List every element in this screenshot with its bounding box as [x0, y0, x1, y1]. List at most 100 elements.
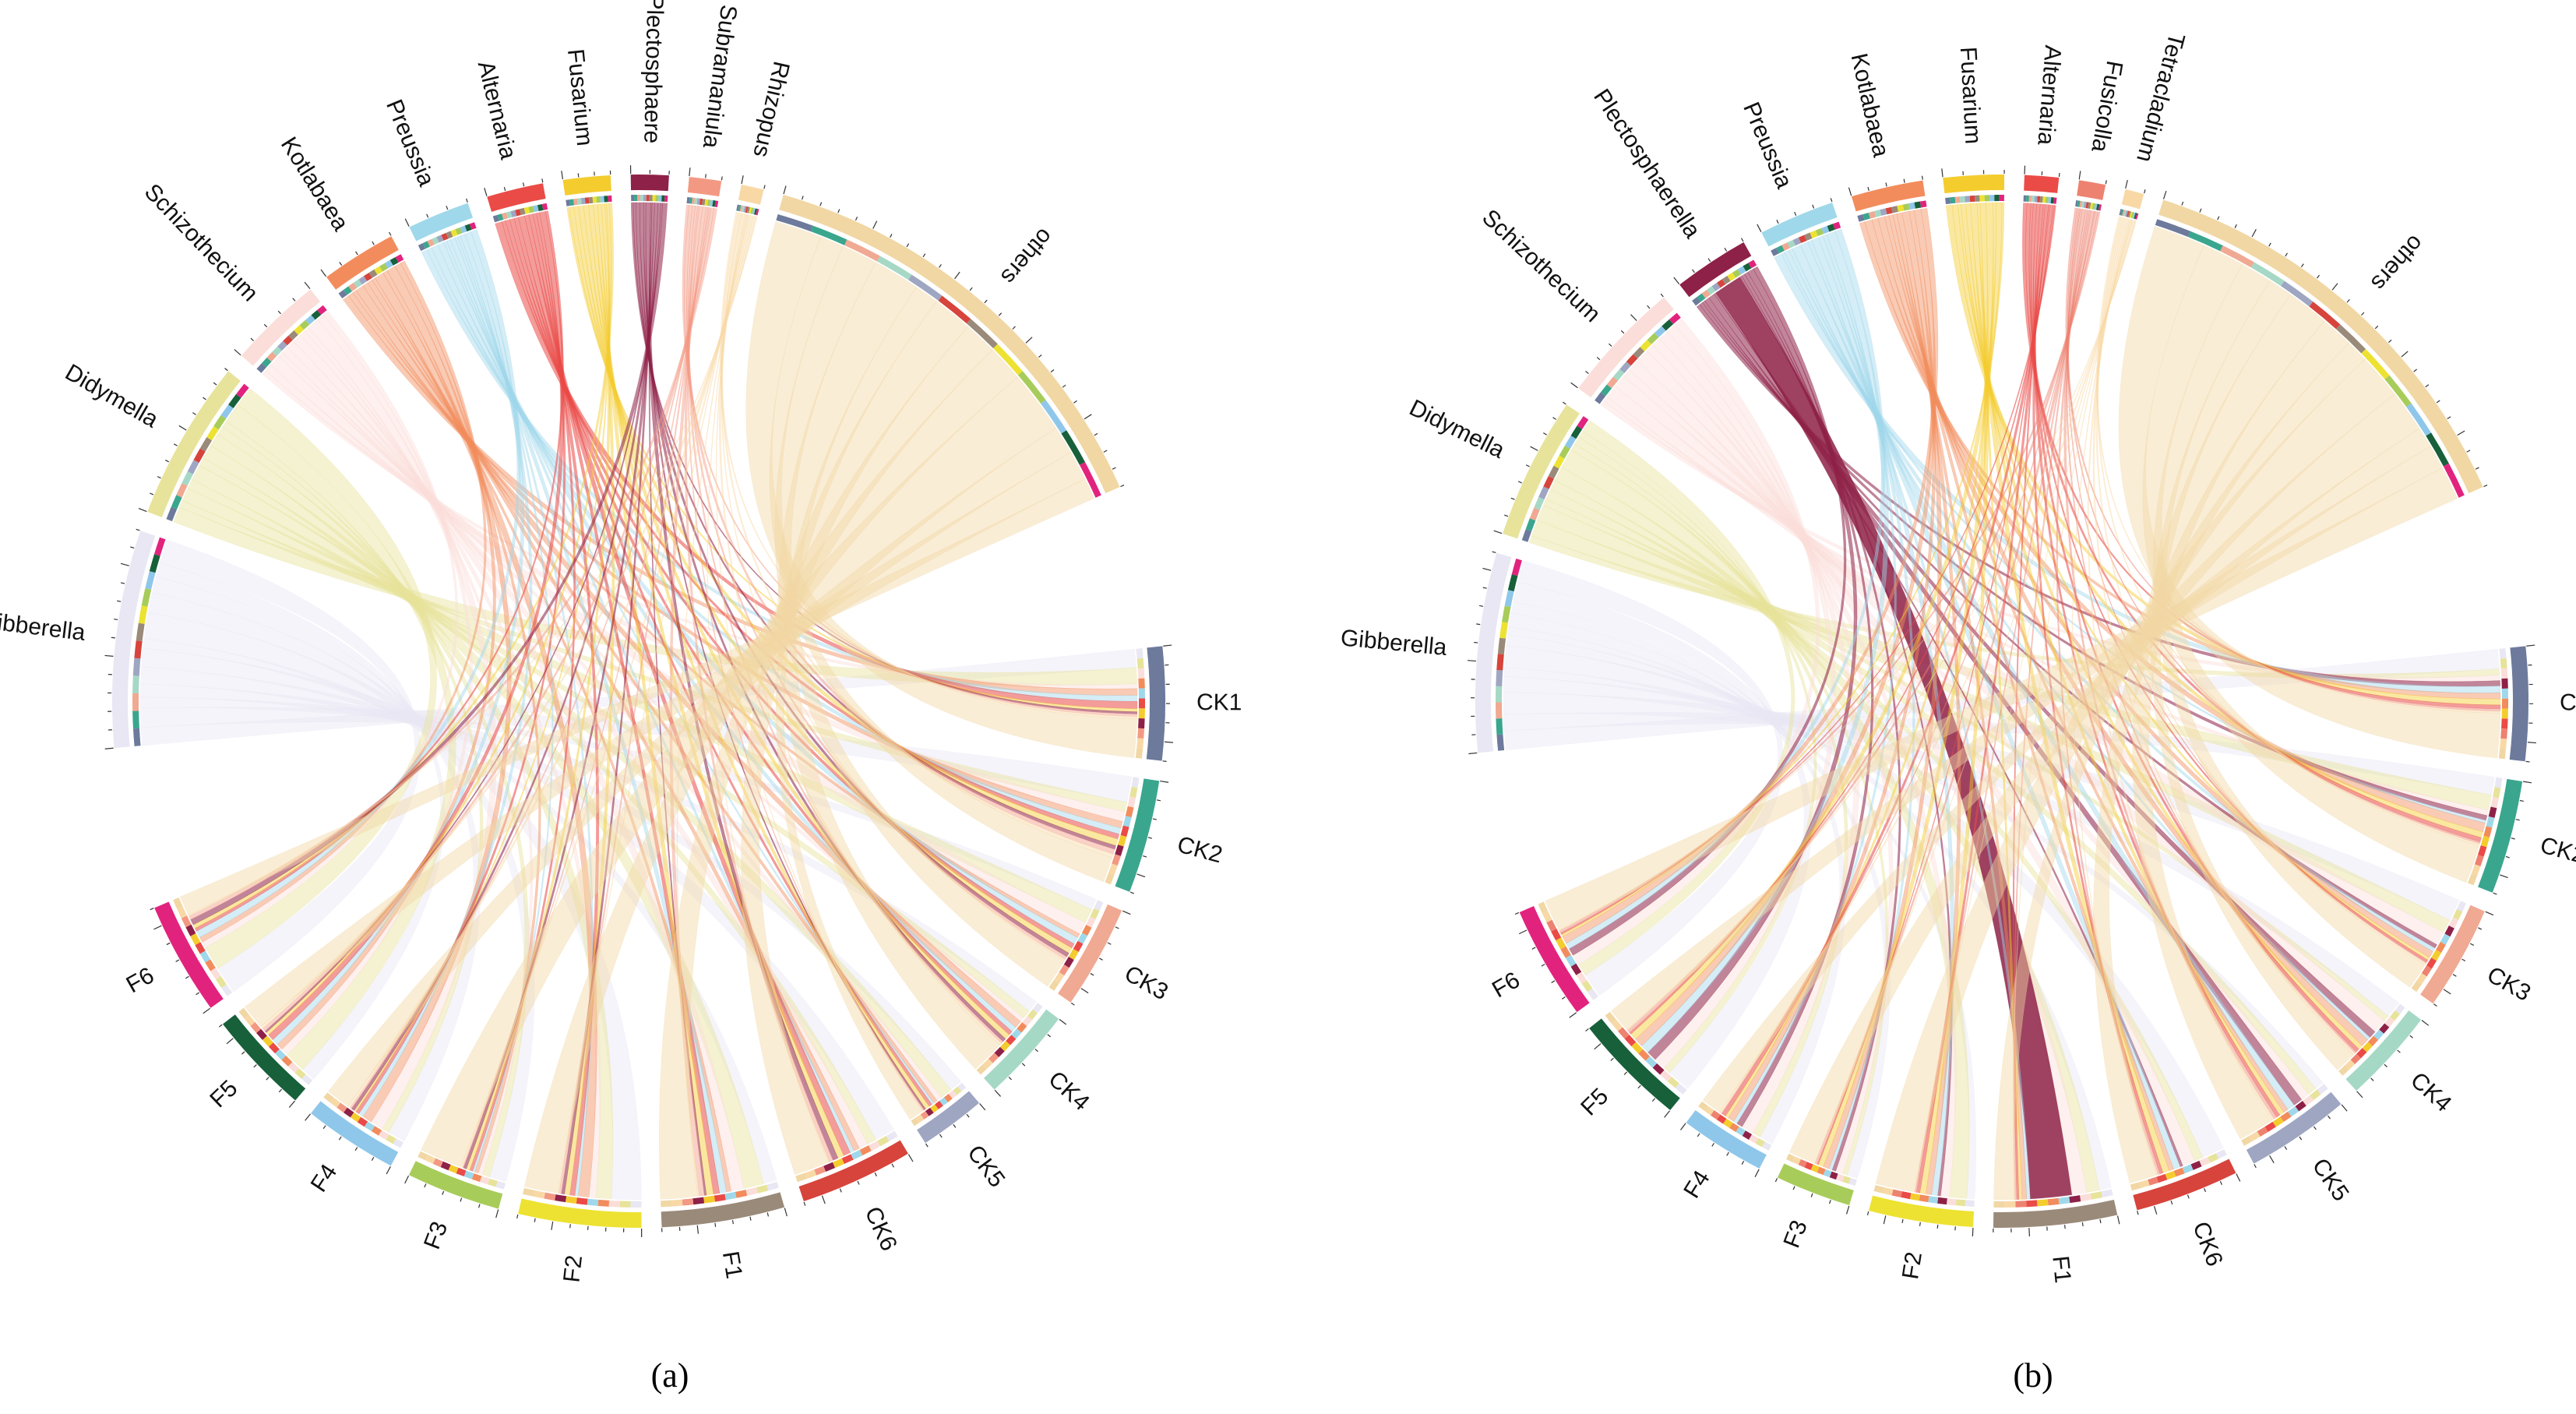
composition-bit-didymella-ck6	[1543, 475, 1554, 489]
ticks-f1	[661, 1208, 788, 1234]
composition-bit-didymella-ck5	[1538, 486, 1549, 500]
ribbon-schizothecium-f3	[1652, 338, 1894, 1174]
tick-mark	[1517, 481, 1522, 484]
tick-mark	[153, 925, 162, 930]
composition-bit-ck6-schizothecium	[2199, 1157, 2211, 1167]
composition-bit-kotlabaea-ck4	[1874, 210, 1882, 217]
arc-fusarium	[562, 175, 611, 196]
composition-bit-gibberella-ck6	[1496, 654, 1504, 671]
ribbon-gibberella-f2	[1507, 626, 1977, 1200]
composition-bit-f2-preussia	[1928, 1196, 1939, 1204]
composition-bit-schizothecium-ck1	[1595, 392, 1606, 404]
ribbon-kotlabaea-ck6	[367, 279, 860, 1151]
tick-mark	[157, 476, 161, 479]
ribbon-preussia-ck1	[1774, 253, 2501, 693]
ribbon-rhizopus-ck6	[707, 213, 830, 1163]
ticks-ck3	[1070, 910, 1131, 1006]
tick-mark	[1620, 330, 1625, 334]
composition-bit-f3-kotlabaea	[471, 1173, 482, 1183]
tick-mark	[1754, 1169, 1760, 1177]
composition-bit-ck2-gibberella	[1131, 777, 1140, 788]
tick-mark	[1585, 370, 1589, 375]
composition-bit-fusarium-f2	[1979, 195, 1985, 202]
composition-bit-ck2-others	[1105, 873, 1115, 885]
tick-mark	[1594, 1043, 1602, 1050]
tick-mark	[749, 1216, 752, 1221]
composition-bit-tetracladium-f2	[2129, 211, 2133, 218]
composition-bit-f4-others	[323, 1092, 334, 1103]
ribbon-fusicolla-ck6	[2056, 209, 2161, 1176]
composition-bit-f3-plectosphaerella	[1829, 1171, 1838, 1180]
ribbon-preussia-f6	[1566, 228, 1885, 950]
composition-bit-f6-didymella	[216, 975, 227, 989]
composition-bit-ck6-tetracladium	[2139, 1180, 2150, 1189]
composition-bit-f3-gibberella	[495, 1180, 506, 1190]
tick-mark	[994, 1089, 1002, 1097]
arc-plectosphaerella	[1679, 242, 1752, 298]
tick-mark	[2199, 208, 2202, 213]
tick-mark	[714, 1222, 717, 1227]
composition-bit-didymella-ck4	[181, 471, 193, 486]
tick-mark	[1112, 467, 1116, 470]
ribbon-kotlabaea-f6	[199, 260, 487, 943]
ticks-ck4	[994, 1018, 1067, 1097]
ribbon-didymella-f4	[222, 421, 484, 1134]
tick-mark	[1596, 357, 1601, 361]
arc-f6	[154, 901, 224, 1008]
composition-bit-f1-kotlabaea	[735, 1190, 748, 1198]
tick-mark	[2116, 1215, 2120, 1225]
ribbon-alternaria-ck1	[495, 221, 1138, 710]
composition-bit-fusarium-f5	[1994, 195, 2000, 202]
tick-mark	[104, 747, 114, 749]
ribbon-alternaria-f1	[523, 214, 721, 1195]
arc-f4	[1686, 1109, 1767, 1169]
ribbon-fusarium-f3	[466, 203, 611, 1171]
label-f2: F2	[559, 1254, 587, 1284]
composition-bit-plectosphaerella-ck6	[646, 195, 650, 202]
ribbon-tetracladium-f3	[1813, 219, 2134, 1164]
composition-bit-kotlabaea-f4	[384, 259, 393, 269]
composition-bit-others-ck1	[776, 214, 813, 232]
tick-mark	[484, 187, 488, 196]
ribbon-subramaniula-ck6	[684, 206, 833, 1162]
ribbon-alternaria-ck5	[513, 217, 932, 1107]
composition-bit-alternaria-ck4	[506, 211, 513, 219]
composition-bit-f5-others	[238, 1007, 250, 1019]
composition-bit-ck2-subramaniula	[1112, 854, 1121, 866]
ribbon-preussia-ck5	[1792, 245, 2295, 1110]
tick-mark	[1012, 326, 1016, 330]
composition-bit-ck3-didymella	[1090, 908, 1100, 919]
tick-mark	[1543, 432, 1547, 435]
composition-bit-subramaniula-f3	[707, 199, 711, 206]
tick-mark	[2457, 430, 2465, 436]
ticks-rhizopus	[741, 175, 766, 189]
composition-bit-plectosphaerella-ck2	[1697, 293, 1706, 302]
composition-bit-f3-subramaniula	[432, 1158, 443, 1168]
composition-bit-f4-tetracladium	[1704, 1105, 1714, 1116]
composition-bit-kotlabaea-f6	[395, 254, 404, 263]
composition-bit-others-f4	[1040, 400, 1067, 434]
composition-bit-ck5-subramaniula	[920, 1111, 929, 1120]
label-ck1: CK1	[1196, 689, 1242, 715]
composition-bit-f2-didymella	[619, 1201, 631, 1208]
ribbon-fusarium-f4	[1725, 202, 1996, 1119]
composition-bit-preussia-f5	[1827, 224, 1835, 232]
tick-mark	[766, 1212, 770, 1217]
composition-bit-ck5-fusarium	[2272, 1116, 2284, 1127]
label-ck2: CK2	[2538, 832, 2576, 869]
ribbon-plectosphaerella-ck6	[645, 202, 839, 1161]
ribbon-others-f3	[421, 376, 1056, 1168]
ribbon-others-f2	[523, 349, 1018, 1194]
ribbon-gibberella-f6	[1517, 560, 1784, 996]
ribbon-kotlabaea-ck4	[1877, 216, 2369, 1046]
ticks-ck3	[2433, 911, 2494, 1007]
composition-bit-didymella-ck5	[187, 460, 199, 474]
ribbon-fusarium-f6	[192, 203, 614, 929]
ribbon-rhizopus-f5	[260, 215, 756, 1029]
tick-mark	[2125, 180, 2128, 189]
tick-mark	[2409, 1035, 2413, 1038]
ribbon-plectosphaerella-f1	[1715, 277, 2073, 1200]
tick-mark	[1059, 1018, 1067, 1025]
composition-bit-ck1-didymella	[2500, 658, 2507, 669]
composition-bit-f2-gibberella	[630, 1201, 642, 1208]
